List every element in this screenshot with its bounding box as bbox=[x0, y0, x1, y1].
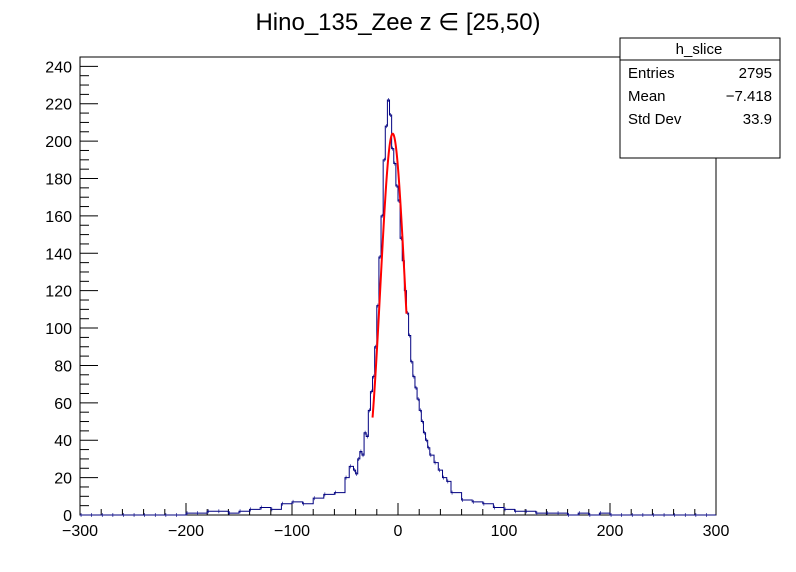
gaussian-fit bbox=[371, 132, 408, 418]
y-tick-label: 220 bbox=[45, 97, 72, 114]
x-tick-label: 300 bbox=[703, 523, 730, 540]
x-tick-label: 200 bbox=[597, 523, 624, 540]
y-tick-label: 200 bbox=[45, 134, 72, 151]
x-tick-label: −100 bbox=[274, 523, 310, 540]
stats-box-title: h_slice bbox=[676, 41, 723, 58]
x-axis: −300 −200 −100 0 100 200 300 bbox=[62, 503, 729, 540]
y-tick-label: 160 bbox=[45, 209, 72, 226]
y-tick-label: 100 bbox=[45, 321, 72, 338]
x-tick-label: 100 bbox=[491, 523, 518, 540]
chart-title: Hino_135_Zee z ∈ [25,50) bbox=[255, 9, 540, 36]
y-tick-label: 20 bbox=[54, 471, 72, 488]
stats-box-frame bbox=[619, 37, 781, 159]
y-tick-label: 140 bbox=[45, 246, 72, 263]
x-tick-label: 0 bbox=[394, 523, 403, 540]
y-axis: 0 20 40 60 80 100 120 140 160 180 200 220 240 bbox=[45, 56, 98, 525]
stats-stddev-value: 33.9 bbox=[743, 111, 772, 128]
y-tick-label: 80 bbox=[54, 358, 72, 375]
stats-box: h_slice Entries 2795 Mean −7.418 Std Dev… bbox=[619, 37, 781, 159]
y-tick-label: 40 bbox=[54, 433, 72, 450]
stats-mean-value: −7.418 bbox=[726, 88, 772, 105]
y-tick-label: 120 bbox=[45, 284, 72, 301]
y-tick-label: 240 bbox=[45, 59, 72, 76]
stats-stddev-label: Std Dev bbox=[628, 111, 682, 128]
x-tick-label: −300 bbox=[62, 523, 98, 540]
stats-entries-value: 2795 bbox=[739, 65, 772, 82]
y-tick-label: 180 bbox=[45, 172, 72, 189]
stats-mean-label: Mean bbox=[628, 88, 666, 105]
histogram-series bbox=[80, 97, 716, 517]
histogram-line bbox=[80, 99, 716, 516]
x-tick-label: −200 bbox=[168, 523, 204, 540]
y-tick-label: 0 bbox=[63, 508, 72, 525]
fit-curve bbox=[371, 132, 408, 418]
y-tick-label: 60 bbox=[54, 396, 72, 413]
stats-entries-label: Entries bbox=[628, 65, 675, 82]
